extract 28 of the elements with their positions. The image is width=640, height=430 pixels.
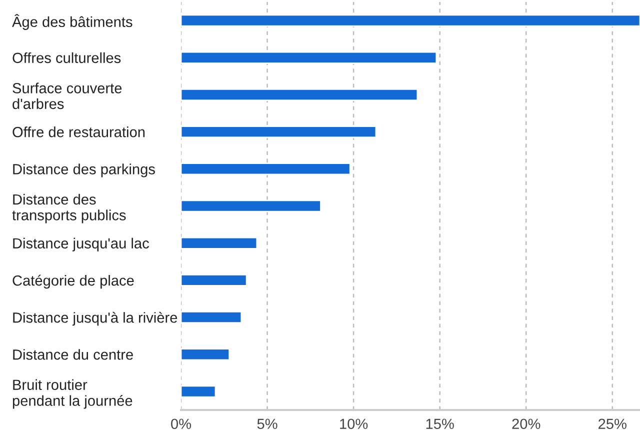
- bar: [181, 274, 248, 286]
- x-tick-label: 25%: [598, 418, 626, 430]
- bar: [181, 51, 438, 64]
- y-tick-label: Catégorie de place: [12, 274, 134, 289]
- x-tick-label: 20%: [512, 418, 540, 430]
- y-tick-label: Distance jusqu'à la rivière: [13, 312, 178, 326]
- y-tick-label: Offres culturelles: [12, 52, 121, 64]
- x-tick-label: 10%: [340, 418, 368, 430]
- y-tick-label: Distance des parkings: [13, 164, 155, 178]
- y-tick-label: Offre de restauration: [12, 126, 145, 138]
- y-tick-label: Distance du centre: [13, 349, 133, 360]
- bar: [181, 311, 242, 324]
- bar: [181, 236, 258, 250]
- y-tick-label: Distance jusqu'au lac: [13, 238, 149, 252]
- y-tick-label: Âge des bâtiments: [12, 14, 132, 30]
- bar: [181, 385, 216, 398]
- y-tick-label: Bruit routier pendant la journée: [12, 379, 132, 409]
- bar: [181, 200, 322, 212]
- x-tick-label: 5%: [257, 418, 278, 430]
- bar: [181, 14, 640, 27]
- y-tick-label: Distance des transports publics: [12, 194, 126, 224]
- bar: [181, 162, 351, 176]
- bar: [181, 126, 377, 138]
- x-tick-label: 0%: [171, 418, 192, 430]
- bar: [181, 88, 418, 101]
- y-tick-label: Surface couverte d'arbres: [12, 82, 122, 110]
- x-tick-label: 15%: [426, 418, 454, 430]
- bar: [181, 348, 230, 361]
